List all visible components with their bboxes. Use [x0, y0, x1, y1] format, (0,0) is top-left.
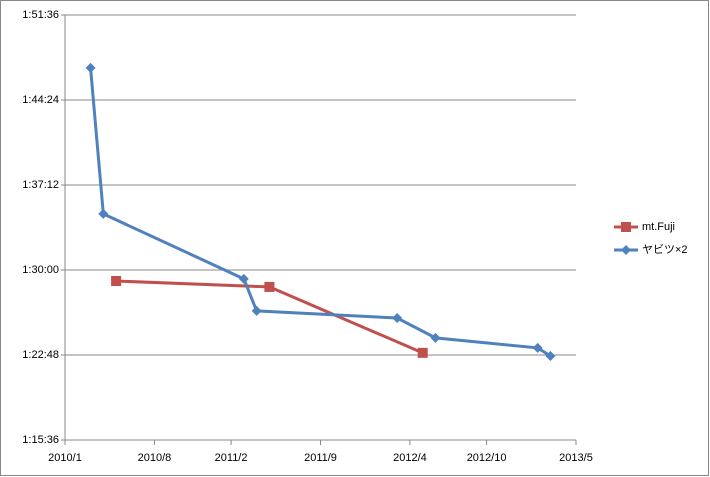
marker: [251, 305, 262, 316]
x-tick-label: 2010/1: [48, 452, 82, 464]
marker: [85, 62, 96, 73]
x-tick-label: 2011/9: [304, 452, 337, 464]
x-tick-label: 2012/4: [393, 452, 427, 464]
marker: [111, 276, 122, 287]
marker: [238, 273, 249, 284]
y-tick-label: 1:44:24: [22, 94, 59, 106]
y-tick-label: 1:22:48: [22, 349, 59, 361]
marker: [430, 332, 441, 343]
marker: [545, 350, 556, 361]
marker: [417, 347, 428, 358]
x-tick-label: 2010/8: [138, 452, 172, 464]
y-tick-label: 1:51:36: [22, 9, 59, 21]
x-tick-label: 2013/5: [559, 452, 593, 464]
marker: [98, 208, 109, 219]
marker: [264, 281, 275, 292]
legend-label: mt.Fuji: [642, 221, 675, 233]
line: [89, 67, 552, 358]
legend-label: ヤビツ×2: [642, 243, 688, 256]
x-tick-label: 2012/10: [467, 452, 507, 464]
y-tick-label: 1:15:36: [22, 434, 59, 446]
marker: [621, 222, 631, 232]
y-tick-label: 1:30:00: [22, 264, 59, 276]
marker: [621, 245, 631, 255]
marker: [532, 342, 543, 353]
x-tick-label: 2011/2: [215, 452, 248, 464]
y-tick-label: 1:37:12: [22, 179, 59, 191]
marker: [392, 313, 403, 324]
